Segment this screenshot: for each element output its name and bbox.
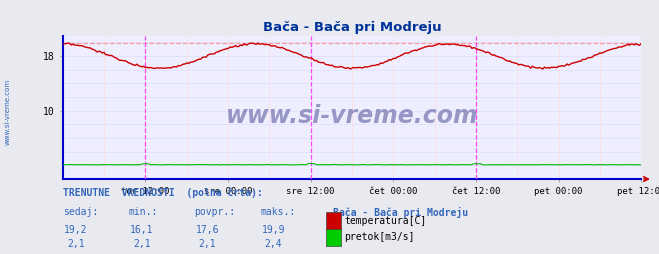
Text: povpr.:: povpr.: [194,207,235,217]
Text: 2,4: 2,4 [265,239,282,249]
Text: Bača - Bača pri Modreju: Bača - Bača pri Modreju [333,207,468,218]
Text: 16,1: 16,1 [130,225,154,235]
Text: 19,9: 19,9 [262,225,285,235]
Text: 2,1: 2,1 [67,239,84,249]
Text: 2,1: 2,1 [133,239,150,249]
Text: 17,6: 17,6 [196,225,219,235]
Title: Bača - Bača pri Modreju: Bača - Bača pri Modreju [262,21,442,34]
Text: 19,2: 19,2 [64,225,88,235]
Text: min.:: min.: [129,207,158,217]
Text: www.si-vreme.com: www.si-vreme.com [5,79,11,145]
Text: 2,1: 2,1 [199,239,216,249]
Text: TRENUTNE  VREDNOSTI  (polna črta):: TRENUTNE VREDNOSTI (polna črta): [63,187,262,198]
Text: maks.:: maks.: [260,207,295,217]
Text: pretok[m3/s]: pretok[m3/s] [344,232,415,243]
Text: sedaj:: sedaj: [63,207,98,217]
Text: temperatura[C]: temperatura[C] [344,216,426,226]
Text: www.si-vreme.com: www.si-vreme.com [225,104,478,128]
